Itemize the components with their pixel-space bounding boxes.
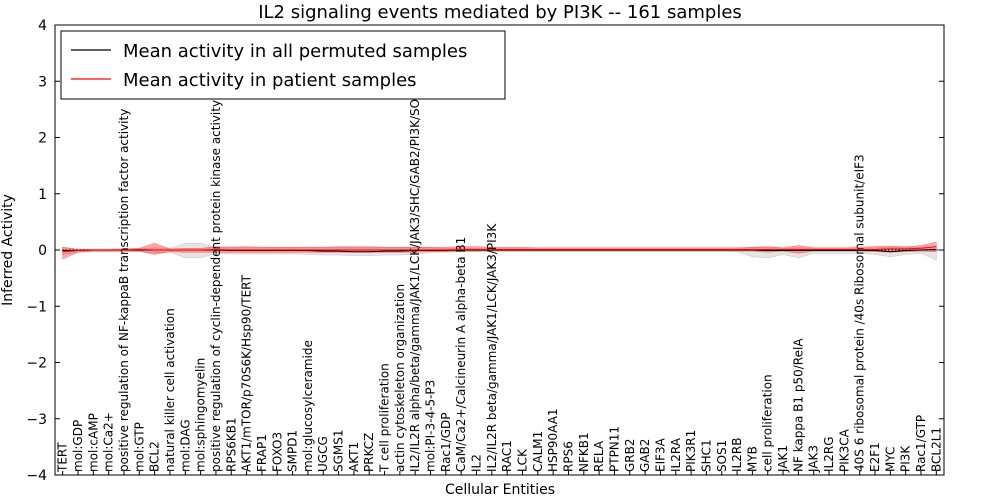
category-label: mol:PI-3-4-5-P3: [424, 380, 438, 472]
category-label: BCL2: [148, 441, 162, 472]
series-line-patient: [62, 246, 937, 253]
category-label: SGMS1: [332, 429, 346, 472]
y-tick-label: 3: [38, 74, 47, 90]
plot-frame: [54, 24, 945, 476]
y-tick-label: −1: [26, 299, 47, 315]
category-label: mol:cAMP: [86, 413, 100, 472]
category-label: CaM/Ca2+/Calcineurin A alpha-beta B1: [454, 237, 468, 472]
y-tick-label: −2: [26, 356, 47, 372]
category-label: PI3K: [899, 445, 913, 472]
category-label: PTPN11: [607, 426, 621, 472]
category-label: T cell proliferation: [378, 363, 392, 473]
confidence-bands: [62, 241, 937, 261]
category-label: IL2/IL2R beta/gamma/JAK1/LCK/JAK3/PI3K: [485, 223, 499, 472]
category-label: GAB2: [638, 439, 652, 472]
y-axis-ticks: −4 −3 −2 −1 0 1 2 3 4: [26, 18, 944, 484]
category-label: HSP90AA1: [546, 408, 560, 472]
category-label: actin cytoskeleton organization: [393, 284, 407, 472]
category-label: RPS6KB1: [224, 417, 238, 472]
category-label: NFKB1: [577, 432, 591, 472]
category-label: mol:Ca2+: [102, 412, 116, 472]
category-label: mol:DAG: [178, 419, 192, 472]
legend-box: [60, 30, 506, 100]
category-label: EIF3A: [653, 437, 667, 472]
category-label: LCK: [515, 448, 529, 472]
category-label: TERT: [56, 442, 70, 473]
category-label: cell proliferation: [761, 374, 775, 472]
y-tick-label: 1: [38, 187, 47, 203]
category-label: RAC1: [500, 440, 514, 472]
y-tick-label: −4: [26, 468, 47, 484]
category-label: SOS1: [715, 440, 729, 472]
band-permuted: [62, 243, 937, 261]
category-label: NF kappa B1 p50/RelA: [791, 338, 805, 472]
category-label: IL2/IL2R alpha/beta/gamma/JAK1/LCK/JAK3/…: [408, 84, 422, 472]
category-label: mol:sphingomyelin: [194, 358, 208, 472]
category-label: AKT1: [347, 442, 361, 472]
legend: Mean activity in all permuted samples Me…: [60, 30, 506, 100]
category-label: natural killer cell activation: [163, 308, 177, 472]
category-label: SHC1: [699, 439, 713, 472]
category-label: JAK3: [807, 445, 821, 473]
category-label: AKT1/mTOR/p70S6K/Hsp90/TERT: [240, 274, 254, 472]
band-patient: [62, 241, 937, 260]
category-label: 40S 6 ribosomal protein /40s Ribosomal s…: [853, 154, 867, 472]
category-label: JAK1: [776, 445, 790, 473]
legend-label-patient: Mean activity in patient samples: [123, 70, 417, 91]
category-label: E2F1: [868, 442, 882, 472]
category-label: IL2RB: [730, 438, 744, 472]
y-tick-label: 4: [38, 18, 47, 34]
category-label: BCL2L1: [929, 427, 943, 472]
category-labels: TERT mol:GDP mol:cAMP mol:Ca2+ positive regu…: [56, 84, 944, 473]
category-label: RELA: [592, 440, 606, 472]
category-label: MYB: [745, 446, 759, 472]
category-label: CALM1: [531, 431, 545, 472]
category-label: RPS6: [561, 441, 575, 472]
y-tick-label: 2: [38, 131, 47, 147]
category-label: FRAP1: [255, 434, 269, 472]
chart-title: IL2 signaling events mediated by PI3K --…: [258, 2, 742, 23]
x-axis-label: Cellular Entities: [445, 482, 555, 498]
y-tick-label: 0: [38, 243, 47, 259]
category-label: IL2: [470, 454, 484, 472]
category-label: GRB2: [623, 438, 637, 472]
category-label: PIK3R1: [684, 430, 698, 472]
category-label: Rac1/GTP: [914, 415, 928, 472]
category-label: positive regulation of cyclin-dependent …: [209, 100, 223, 472]
y-tick-label: −3: [26, 412, 47, 428]
category-label: PIK3CA: [837, 428, 851, 472]
series-lines: [55, 246, 944, 253]
category-label: PRKCZ: [362, 433, 376, 472]
category-label: Rac1/GDP: [439, 413, 453, 472]
category-label: MYC: [883, 447, 897, 472]
category-label: UGCG: [316, 436, 330, 472]
category-label: SMPD1: [286, 430, 300, 472]
legend-label-permuted: Mean activity in all permuted samples: [123, 41, 467, 62]
y-axis-label: Inferred Activity: [0, 194, 16, 306]
category-label: IL2RA: [669, 437, 683, 472]
category-label: mol:GTP: [132, 422, 146, 472]
category-label: positive regulation of NF-kappaB transcr…: [117, 109, 131, 472]
category-label: mol:GDP: [71, 420, 85, 472]
category-label: mol:glucosylceramide: [301, 340, 315, 472]
category-label: IL2RG: [822, 437, 836, 473]
category-label: FOXO3: [270, 432, 284, 472]
